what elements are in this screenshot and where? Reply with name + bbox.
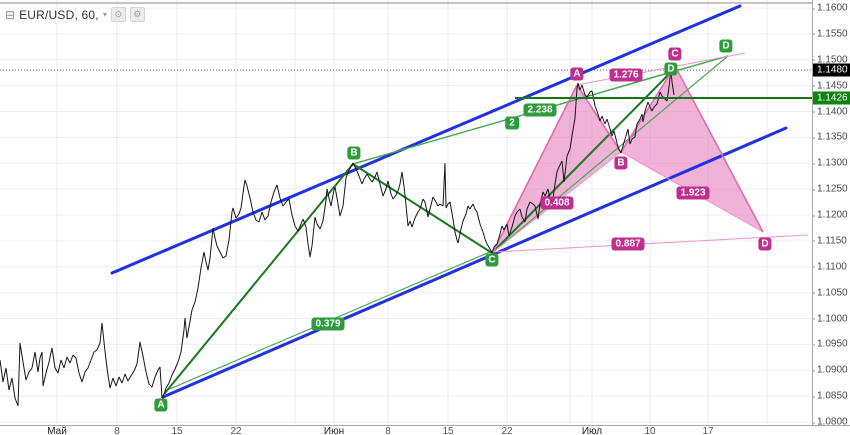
pattern-label-c[interactable]: C [485, 253, 499, 267]
pattern-label-d[interactable]: D [719, 39, 733, 53]
xabcd-pattern-fill[interactable] [621, 66, 763, 232]
price-marker-last: 1.1426 [813, 91, 850, 105]
time-tick-label: 22 [230, 426, 242, 435]
collapse-icon[interactable]: ⊟ [5, 7, 16, 22]
price-tick-label: 1.1500 [812, 54, 848, 66]
price-tick-label: 1.1600 [812, 2, 848, 14]
price-tick-label: 1.1050 [812, 287, 848, 299]
price-marker-high: 1.1480 [813, 63, 850, 77]
price-tick-label: 1.1150 [812, 235, 847, 247]
blue-channel-trendline[interactable] [161, 126, 788, 399]
time-tick-label: 8 [114, 426, 120, 435]
price-tick-label: 1.0900 [812, 364, 848, 376]
visibility-icon[interactable]: ⊙ [110, 7, 126, 22]
pattern-label-d[interactable]: D [758, 237, 772, 251]
time-tick-label: Июл [581, 426, 603, 435]
time-tick-label: Июн [323, 426, 345, 435]
time-tick-label: 15 [442, 426, 454, 435]
abcd-pattern-line[interactable] [352, 163, 493, 254]
pattern-label-1.276[interactable]: 1.276 [609, 68, 643, 82]
price-tick-label: 1.1200 [812, 209, 848, 221]
price-tick-label: 1.1550 [812, 28, 848, 40]
time-tick-label: Май [47, 426, 67, 435]
time-tick-label: 17 [702, 426, 714, 435]
time-tick-label: 10 [644, 426, 656, 435]
pattern-label-b[interactable]: B [347, 146, 361, 160]
abcd-pattern-thin-line[interactable] [670, 55, 729, 73]
pattern-label-a[interactable]: A [154, 398, 168, 412]
abcd-pattern-line[interactable] [164, 163, 354, 394]
xabcd-pattern-thin-line[interactable] [576, 52, 746, 86]
symbol-legend[interactable]: ⊟ EUR/USD, 60, ▾ ⊙ ⚙ [5, 7, 145, 22]
price-tick-label: 1.1300 [812, 157, 848, 169]
xabcd-pattern-line[interactable] [674, 65, 764, 233]
time-axis[interactable]: Май 8 15 22 Июн 8 15 22 Июл 10 17 [0, 425, 850, 435]
pattern-label-c[interactable]: C [668, 47, 682, 61]
symbol-title[interactable]: EUR/USD, 60, [19, 7, 99, 22]
price-tick-label: 1.0850 [812, 390, 848, 402]
price-tick-label: 1.1450 [812, 80, 848, 92]
pattern-label-0.408[interactable]: 0.408 [540, 196, 574, 210]
pattern-label-0.887[interactable]: 0.887 [611, 237, 645, 251]
settings-icon[interactable]: ⚙ [129, 7, 145, 22]
xabcd-pattern-line[interactable] [620, 65, 676, 153]
time-tick-label: 22 [501, 426, 513, 435]
price-tick-label: 1.0800 [812, 416, 848, 428]
chevron-down-icon[interactable]: ▾ [102, 10, 107, 19]
price-tick-label: 1.1400 [812, 106, 848, 117]
price-axis[interactable]: 1.1600 1.1550 1.1500 1.1450 1.1400 1.1350 1.13… [812, 0, 850, 428]
time-tick-label: 8 [385, 426, 391, 435]
pattern-label-b[interactable]: B [614, 156, 628, 170]
pattern-label-a[interactable]: A [570, 67, 584, 81]
price-tick-label: 1.1100 [812, 261, 847, 273]
abcd-pattern-thin-line[interactable] [491, 55, 729, 254]
price-tick-label: 1.1250 [812, 183, 848, 195]
pattern-label-d[interactable]: D [664, 62, 678, 76]
pattern-label-1.923[interactable]: 1.923 [676, 186, 710, 200]
xabcd-pattern-fill[interactable] [493, 85, 621, 252]
abcd-pattern-line[interactable] [491, 71, 672, 254]
pattern-label-2[interactable]: 2 [505, 116, 519, 130]
blue-channel-trendline[interactable] [110, 4, 742, 275]
price-tick-label: 1.1350 [812, 131, 848, 143]
price-tick-label: 1.1000 [812, 313, 848, 324]
candlestick-series[interactable] [0, 69, 675, 407]
pattern-label-0.379[interactable]: 0.379 [311, 317, 345, 331]
pattern-label-2.238[interactable]: 2.238 [523, 103, 557, 117]
time-tick-label: 15 [171, 426, 183, 435]
xabcd-pattern-thin-line[interactable] [492, 234, 809, 253]
price-tick-label: 1.0950 [812, 338, 848, 350]
